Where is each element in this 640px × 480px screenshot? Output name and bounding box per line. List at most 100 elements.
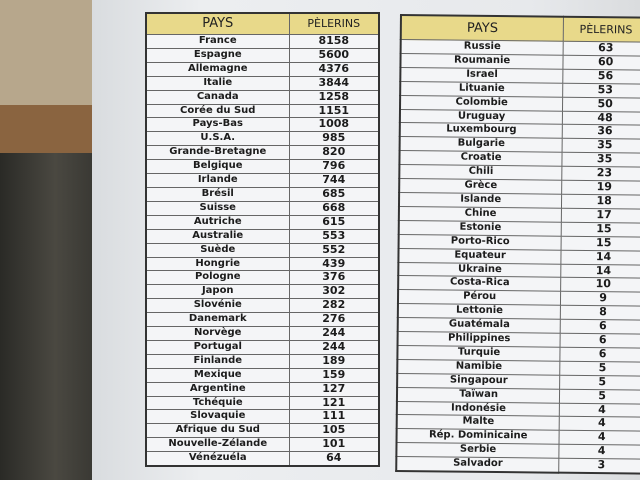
pilgrims-cell: 10: [560, 277, 640, 293]
table-row: Afrique du Sud 105: [145, 423, 380, 439]
table-row: Italie 3844: [145, 75, 380, 91]
pilgrims-cell: 15: [561, 222, 640, 237]
country-cell: Slovaquie: [145, 409, 290, 425]
table-row: Hongrie 439: [145, 256, 380, 272]
pilgrims-cell: 18: [561, 194, 640, 209]
pilgrims-cell: 50: [562, 97, 640, 112]
pilgrims-cell: 668: [288, 200, 380, 216]
country-cell: Belgique: [145, 159, 290, 175]
country-cell: Afrique du Sud: [145, 423, 290, 439]
country-cell: Australie: [145, 228, 290, 244]
pilgrims-cell: 53: [562, 83, 640, 98]
table-row: Nouvelle-Zélande 101: [145, 437, 380, 453]
table-header-row: PAYS PÈLERINS: [400, 15, 640, 43]
pilgrims-cell: 615: [288, 214, 380, 230]
pilgrims-cell: 5: [559, 389, 640, 404]
country-cell: Argentine: [145, 381, 290, 397]
pilgrims-cell: 17: [561, 208, 640, 223]
table-row: Argentine 127: [145, 381, 380, 397]
country-cell: France: [145, 34, 290, 49]
pilgrims-cell: 56: [563, 69, 640, 84]
table-row: Vénézuéla 64: [145, 451, 380, 467]
table-row: Brésil 685: [145, 186, 380, 202]
pilgrims-cell: 36: [562, 125, 640, 140]
wooden-beam: [0, 105, 92, 153]
country-cell: Norvège: [145, 326, 290, 341]
table-row: Mexique 159: [145, 367, 380, 383]
pilgrims-cell: 985: [288, 131, 380, 147]
pilgrims-cell: 744: [288, 173, 380, 188]
table-header-row: PAYS PÈLERINS: [145, 12, 380, 35]
country-cell: Autriche: [145, 214, 290, 230]
pilgrims-cell: 796: [288, 159, 380, 175]
pilgrims-cell: 553: [288, 228, 380, 244]
table-row: Autriche 615: [145, 214, 380, 230]
table-row: Portugal 244: [145, 339, 380, 355]
pilgrims-cell: 101: [288, 437, 380, 453]
table-row: Salvador 3: [396, 456, 640, 474]
pilgrims-cell: 15: [561, 236, 640, 251]
pilgrims-cell: 14: [561, 264, 640, 279]
country-cell: Hongrie: [145, 256, 290, 272]
pilgrims-cell: 4: [559, 430, 640, 446]
pilgrims-cell: 4: [559, 403, 640, 418]
country-cell: Espagne: [145, 47, 290, 63]
pilgrims-cell: 4: [559, 444, 640, 460]
table-row: Slovaquie 111: [145, 409, 380, 425]
pilgrims-cell: 64: [288, 451, 380, 467]
table-row: Belgique 796: [145, 159, 380, 175]
pilgrims-cell: 35: [562, 152, 640, 168]
table-row: Canada 1258: [145, 89, 380, 105]
country-cell: Danemark: [145, 312, 290, 328]
pilgrims-cell: 4376: [288, 61, 380, 77]
table-row: Grande-Bretagne 820: [145, 145, 380, 161]
table-row: Tchéquie 121: [145, 395, 380, 411]
pilgrims-cell: 302: [288, 284, 380, 300]
pilgrims-cell: 439: [288, 256, 380, 272]
table-row: Finlande 189: [145, 353, 380, 369]
country-cell: Suisse: [145, 200, 290, 216]
pilgrims-cell: 820: [288, 145, 380, 161]
country-cell: Finlande: [145, 353, 290, 369]
country-cell: Vénézuéla: [145, 451, 290, 467]
pilgrims-cell: 276: [288, 312, 380, 328]
pilgrims-cell: 1258: [288, 89, 380, 105]
pilgrims-cell: 19: [561, 180, 640, 196]
header-country: PAYS: [145, 12, 290, 35]
country-cell: Suède: [145, 242, 290, 258]
table-row: Suède 552: [145, 242, 380, 258]
pilgrims-cell: 23: [562, 166, 640, 182]
pilgrims-cell: 685: [288, 186, 380, 202]
pilgrims-cell: 1008: [288, 117, 380, 133]
pilgrims-cell: 552: [288, 242, 380, 258]
dark-background: [0, 153, 92, 480]
pilgrims-cell: 105: [288, 423, 380, 439]
table-row: Australie 553: [145, 228, 380, 244]
pilgrims-cell: 1151: [288, 103, 380, 119]
pilgrims-cell: 14: [561, 250, 640, 265]
header-country: PAYS: [400, 15, 564, 42]
pilgrims-cell: 5600: [288, 47, 380, 63]
country-cell: Italie: [145, 75, 290, 91]
header-pilgrims: PÈLERINS: [563, 16, 640, 43]
pilgrims-cell: 111: [288, 409, 380, 425]
country-cell: Canada: [145, 89, 290, 105]
pilgrims-cell: 35: [562, 138, 640, 154]
country-cell: Salvador: [396, 456, 560, 473]
pilgrims-table-left: PAYS PÈLERINS France 8158 Espagne 5600 Allem…: [145, 12, 380, 468]
pilgrims-cell: 9: [560, 291, 640, 307]
header-pilgrims: PÈLERINS: [288, 12, 380, 35]
country-cell: Nouvelle-Zélande: [145, 437, 290, 453]
country-cell: Allemagne: [145, 61, 290, 77]
pilgrims-cell: 244: [288, 339, 380, 355]
country-cell: Mexique: [145, 367, 290, 383]
pilgrims-cell: 127: [288, 381, 380, 397]
country-cell: Portugal: [145, 339, 290, 355]
table-row: Pays-Bas 1008: [145, 117, 380, 133]
country-cell: Grande-Bretagne: [145, 145, 290, 161]
table-row: Pologne 376: [145, 270, 380, 286]
pilgrims-cell: 189: [288, 353, 380, 369]
table-row: Danemark 276: [145, 312, 380, 328]
table-row: Corée du Sud 1151: [145, 103, 380, 119]
country-cell: Slovénie: [145, 298, 290, 314]
